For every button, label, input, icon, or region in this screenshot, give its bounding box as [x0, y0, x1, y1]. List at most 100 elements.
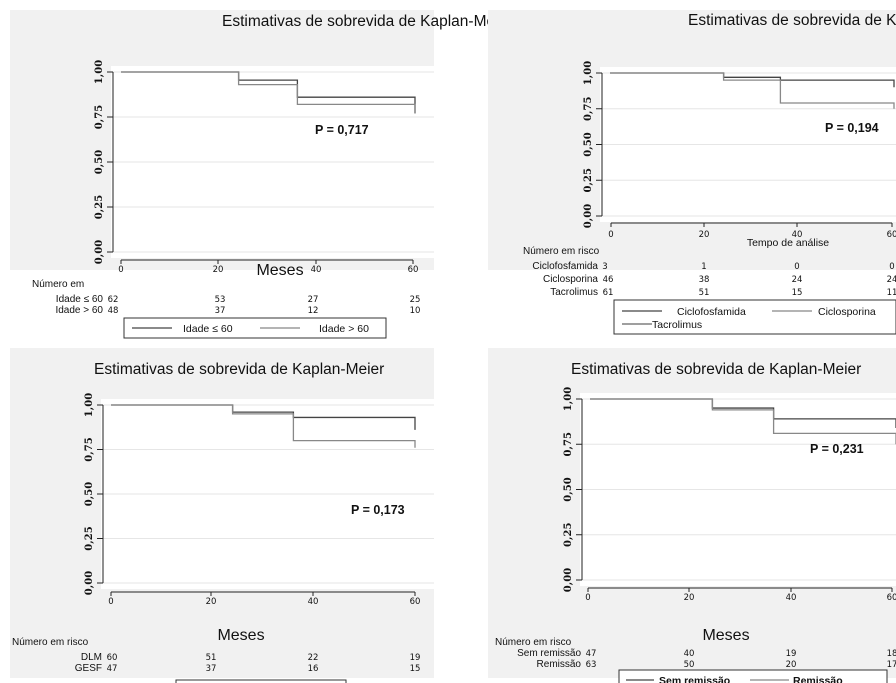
y-tick-label: 0,25 [563, 523, 574, 547]
km-chart-age: Estimativas de sobrevida de Kaplan-Meier… [32, 13, 512, 339]
risk-row-label: GESF [75, 663, 102, 674]
y-tick-label: 0,75 [563, 432, 574, 456]
y-tick-label: 1,00 [563, 387, 574, 411]
risk-row-label: Remissão [537, 659, 582, 670]
risk-count: 47 [107, 664, 118, 674]
x-tick-label: 0 [108, 597, 113, 607]
y-tick-label: 1,00 [583, 61, 594, 85]
risk-count: 63 [586, 660, 597, 670]
km-chart-remission: Estimativas de sobrevida de Kaplan-Meier… [495, 361, 896, 683]
risk-count: 10 [410, 306, 421, 316]
risk-table-header: Número em risco [12, 637, 89, 648]
x-tick-label: 0 [608, 230, 613, 240]
y-tick-label: 0,75 [84, 437, 95, 461]
x-tick-label: 40 [792, 230, 803, 240]
risk-count: 62 [108, 295, 119, 305]
risk-count: 15 [410, 664, 421, 674]
km-chart-histology: Estimativas de sobrevida de Kaplan-Meier… [12, 361, 434, 683]
risk-count: 12 [308, 306, 319, 316]
risk-row-label: Tacrolimus [550, 287, 598, 298]
risk-count: 22 [308, 653, 319, 663]
risk-row-label: DLM [81, 652, 102, 663]
y-tick-label: 1,00 [94, 60, 105, 84]
survival-curve-2 [111, 404, 416, 448]
risk-count: 24 [792, 275, 803, 285]
legend-box [123, 317, 387, 339]
risk-count: 51 [206, 653, 217, 663]
chart-title: Estimativas de sobrevida de Kaplan-Meier [571, 361, 861, 378]
y-tick-label: 0,25 [94, 195, 105, 219]
risk-count: 0 [794, 262, 799, 272]
legend-label: Sem remissão [659, 675, 730, 683]
p-value-label: P = 0,717 [315, 123, 369, 137]
km-chart-treatment: Estimativas de sobrevida de Kaplan-Meier… [523, 12, 896, 335]
risk-count: 51 [699, 288, 710, 298]
risk-table-header: Número em risco [523, 246, 600, 257]
risk-count: 17 [887, 660, 896, 670]
y-tick-label: 0,75 [94, 105, 105, 129]
risk-count: 37 [215, 306, 226, 316]
chart-title: Estimativas de sobrevida de Kaplan-Meier [94, 361, 384, 378]
survival-curve-2 [610, 72, 895, 109]
risk-count: 60 [107, 653, 118, 663]
x-tick-label: 60 [887, 593, 896, 603]
risk-count: 20 [786, 660, 797, 670]
y-tick-label: 0,50 [94, 150, 105, 174]
chart-title: Estimativas de sobrevida de Kaplan-Meier [222, 13, 512, 30]
x-tick-label: 20 [213, 265, 224, 275]
x-axis-label: Meses [256, 262, 303, 279]
km-panel-treatment: Estimativas de sobrevida de Kaplan-Meier… [488, 10, 896, 335]
y-tick-label: 1,00 [84, 393, 95, 417]
risk-count: 40 [684, 649, 695, 659]
risk-row-label: Ciclosporina [543, 274, 598, 285]
x-tick-label: 20 [684, 593, 695, 603]
y-tick-label: 0,00 [94, 240, 105, 264]
km-panel-histology: Estimativas de sobrevida de Kaplan-Meier… [10, 348, 434, 683]
risk-table-header: Número em [32, 279, 84, 290]
y-tick-label: 0,50 [563, 477, 574, 501]
risk-count: 53 [215, 295, 226, 305]
risk-count: 19 [786, 649, 797, 659]
risk-count: 25 [410, 295, 421, 305]
p-value-label: P = 0,231 [810, 442, 864, 456]
x-tick-label: 0 [585, 593, 590, 603]
risk-count: 16 [308, 664, 319, 674]
p-value-label: P = 0,194 [825, 121, 879, 135]
km-panel-age: Estimativas de sobrevida de Kaplan-Meier… [10, 10, 512, 339]
x-tick-label: 60 [410, 597, 421, 607]
legend-box [175, 679, 347, 683]
y-tick-label: 0,75 [583, 97, 594, 121]
legend-label: Remissão [793, 675, 843, 683]
x-tick-label: 40 [308, 597, 319, 607]
risk-count: 15 [792, 288, 803, 298]
risk-row-label: Idade > 60 [55, 305, 103, 316]
legend-label: Idade > 60 [319, 323, 369, 335]
x-tick-label: 0 [118, 265, 123, 275]
x-tick-label: 40 [311, 265, 322, 275]
x-axis-label: Meses [702, 627, 749, 644]
risk-count: 50 [684, 660, 695, 670]
risk-count: 3 [602, 262, 607, 272]
risk-table-header: Número em risco [495, 637, 572, 648]
legend-label: Ciclosporina [818, 306, 876, 318]
legend-label: Ciclofosfamida [677, 306, 746, 318]
x-tick-label: 20 [699, 230, 710, 240]
legend-label: Tacrolimus [652, 319, 702, 331]
x-axis-label: Tempo de análise [747, 237, 829, 249]
legend-label: Idade ≤ 60 [183, 323, 233, 335]
risk-count: 37 [206, 664, 217, 674]
km-panel-remission: Estimativas de sobrevida de Kaplan-Meier… [488, 348, 896, 683]
risk-count: 0 [889, 262, 894, 272]
y-tick-label: 0,00 [563, 568, 574, 592]
risk-count: 18 [887, 649, 896, 659]
risk-count: 47 [586, 649, 597, 659]
x-axis-label: Meses [217, 627, 264, 644]
x-tick-label: 40 [786, 593, 797, 603]
risk-count: 24 [887, 275, 896, 285]
y-tick-label: 0,25 [84, 526, 95, 550]
risk-count: 61 [603, 288, 614, 298]
risk-count: 48 [108, 306, 119, 316]
risk-count: 19 [410, 653, 421, 663]
legend-box [618, 669, 888, 683]
risk-row-label: Idade ≤ 60 [56, 294, 104, 305]
